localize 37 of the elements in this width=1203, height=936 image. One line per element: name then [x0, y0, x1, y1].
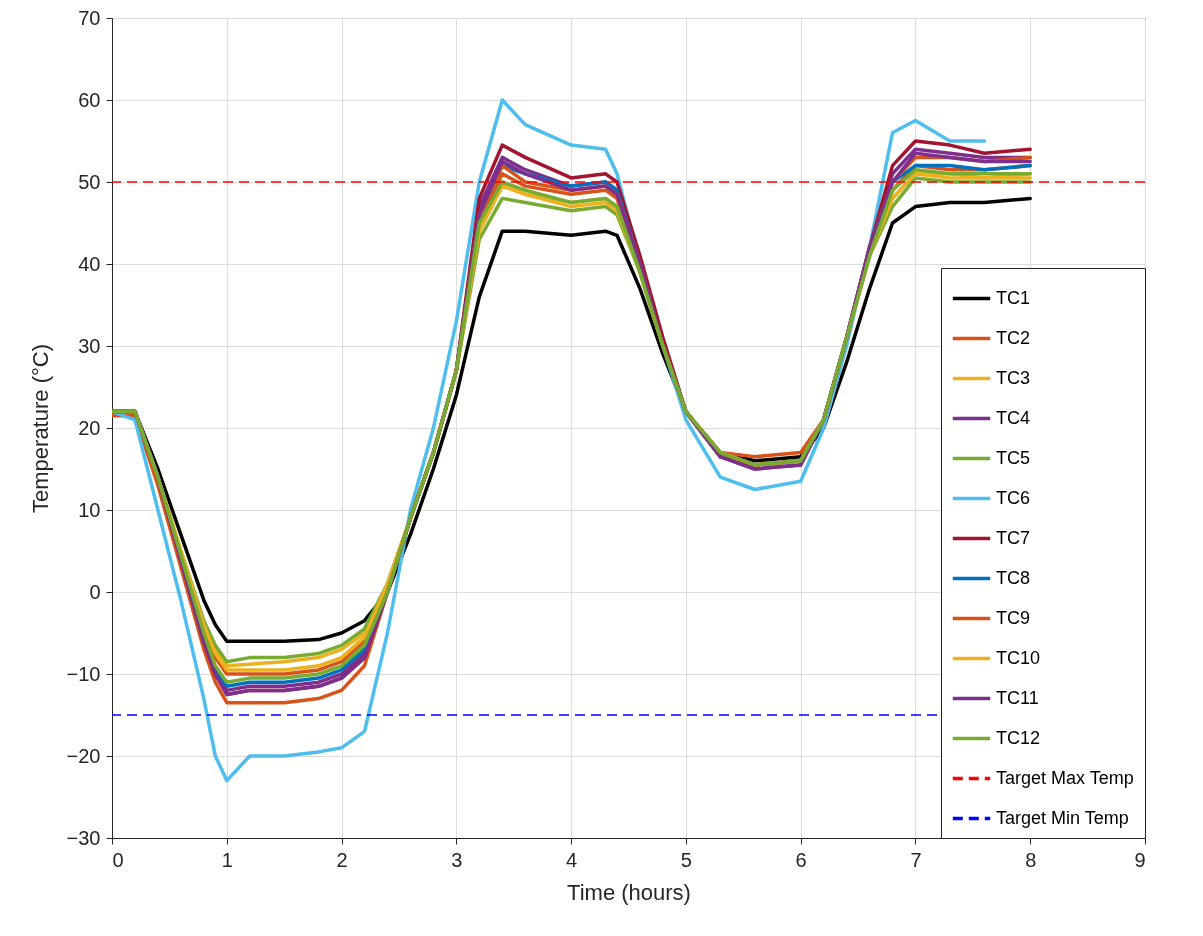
- y-tick-label: 0: [89, 580, 101, 603]
- y-tick-label: 70: [78, 6, 101, 29]
- y-tick-label: 60: [78, 88, 101, 111]
- x-tick-label: 1: [221, 848, 233, 871]
- x-tick-label: 8: [1025, 848, 1037, 871]
- legend-label: TC6: [996, 487, 1031, 508]
- x-tick-label: 5: [680, 848, 692, 871]
- x-axis-title: Time (hours): [567, 879, 691, 905]
- y-tick-label: 20: [78, 416, 101, 439]
- y-tick-label: 30: [78, 334, 101, 357]
- legend-label: Target Max Temp: [996, 767, 1134, 788]
- legend-label: TC5: [996, 447, 1031, 468]
- legend-label: TC11: [996, 687, 1039, 708]
- legend-label: TC12: [996, 727, 1041, 748]
- legend-label: TC9: [996, 607, 1031, 628]
- x-tick-label: 3: [451, 848, 463, 871]
- y-tick-label: 10: [78, 498, 101, 521]
- y-axis-title: Temperature (°C): [27, 344, 53, 513]
- x-tick-label: 2: [336, 848, 348, 871]
- legend-label: TC1: [996, 287, 1031, 308]
- y-tick-label: −30: [66, 826, 101, 849]
- legend-label: Target Min Temp: [996, 807, 1129, 828]
- legend-label: TC8: [996, 567, 1031, 588]
- y-tick-label: −20: [66, 744, 101, 767]
- legend-label: TC4: [996, 407, 1031, 428]
- x-tick-label: 0: [112, 848, 124, 871]
- legend-label: TC2: [996, 327, 1031, 348]
- x-tick-label: 6: [795, 848, 807, 871]
- x-tick-label: 4: [566, 848, 578, 871]
- legend-label: TC3: [996, 367, 1031, 388]
- legend-label: TC10: [996, 647, 1041, 668]
- y-tick-label: −10: [66, 662, 101, 685]
- y-tick-label: 40: [78, 252, 101, 275]
- x-tick-label: 9: [1134, 848, 1146, 871]
- y-tick-label: 50: [78, 170, 101, 193]
- x-tick-label: 7: [910, 848, 922, 871]
- legend-label: TC7: [996, 527, 1031, 548]
